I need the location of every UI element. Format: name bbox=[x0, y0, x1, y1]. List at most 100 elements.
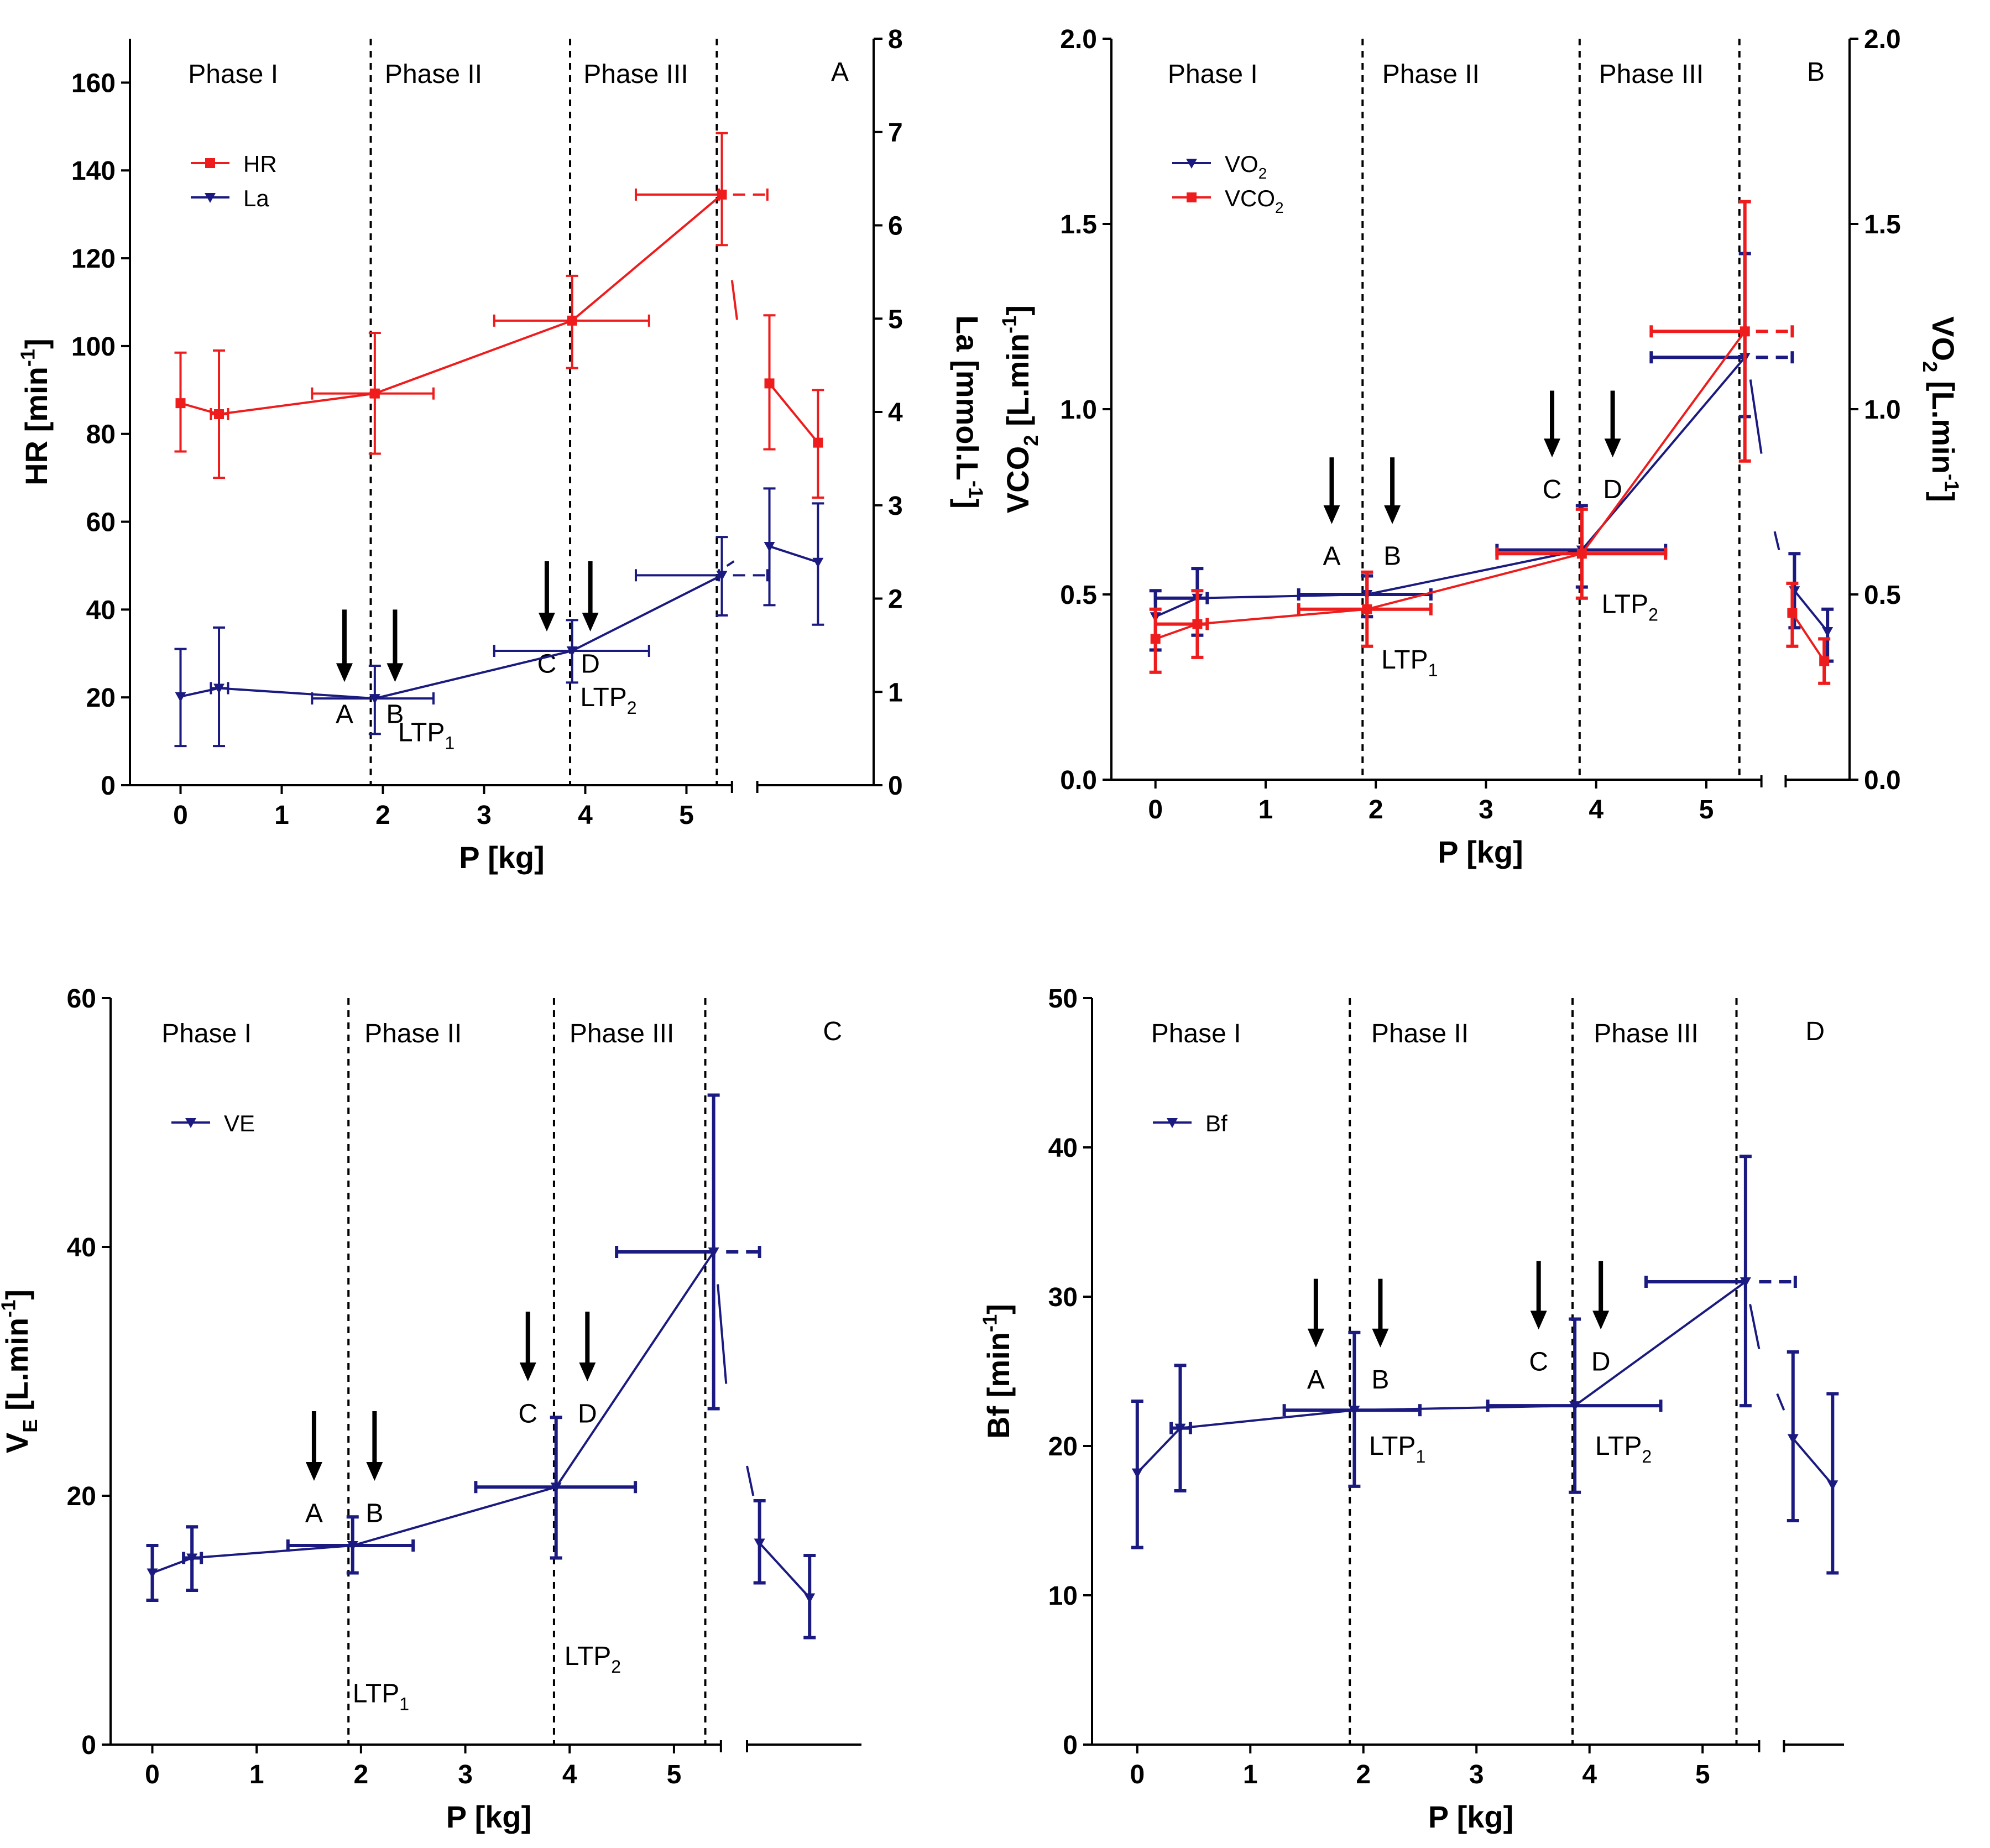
y-tick-label: 60 bbox=[67, 984, 96, 1014]
data-point bbox=[1150, 634, 1161, 644]
arrow-letter-a: A bbox=[1307, 1365, 1325, 1395]
data-point bbox=[754, 1538, 765, 1549]
data-point bbox=[708, 1247, 719, 1257]
series-line-after-break bbox=[769, 545, 818, 563]
data-point bbox=[1740, 326, 1750, 337]
arrow-letter-d: D bbox=[1603, 475, 1622, 504]
y-tick-label: 60 bbox=[86, 508, 116, 537]
ltp-label: LTP1 bbox=[398, 718, 455, 753]
ltp-label: LTP2 bbox=[565, 1642, 621, 1677]
x-tick-label: 3 bbox=[1479, 795, 1493, 824]
arrow-b-head bbox=[1384, 505, 1401, 524]
data-point bbox=[1822, 627, 1834, 637]
panel-label: D bbox=[1805, 1017, 1825, 1046]
series-line bbox=[152, 1251, 715, 1574]
arrow-c-head bbox=[1544, 438, 1561, 458]
break-stub bbox=[730, 280, 738, 320]
y2-tick-label: 4 bbox=[888, 398, 903, 427]
data-point bbox=[1569, 1401, 1581, 1412]
y-tick-label: 0.5 bbox=[1060, 581, 1097, 610]
chart-panel-c: 0 20 40 60 0 1 2 3 4 5 P [kg] VE [L.min-1] Phase I Ph… bbox=[0, 984, 861, 1834]
y-tick-label: 40 bbox=[67, 1233, 96, 1262]
data-point bbox=[1576, 549, 1587, 559]
y-axis-title: VE [L.min-1] bbox=[0, 1290, 41, 1453]
legend-label: VCO2 bbox=[1225, 185, 1284, 216]
series-line bbox=[1136, 1281, 1747, 1474]
x-tick-label: 3 bbox=[458, 1760, 473, 1789]
x-tick-label: 1 bbox=[274, 801, 289, 830]
y2-tick-label: 2 bbox=[888, 585, 903, 614]
break-stub bbox=[717, 1284, 728, 1384]
arrow-letter-d: D bbox=[1591, 1348, 1611, 1377]
legend-label: La bbox=[243, 185, 269, 211]
arrow-letter-c: C bbox=[518, 1399, 537, 1428]
data-point bbox=[1827, 1480, 1838, 1491]
y-tick-label: 0 bbox=[101, 771, 116, 801]
panel-label: A bbox=[831, 58, 849, 87]
y-tick-label: 2.0 bbox=[1060, 25, 1097, 54]
phase-label: Phase I bbox=[188, 60, 278, 89]
arrow-a-head bbox=[1307, 1328, 1324, 1348]
series-line-after-break bbox=[1792, 1438, 1834, 1486]
ltp-label: LTP1 bbox=[1381, 645, 1438, 680]
phase-label: Phase II bbox=[1371, 1019, 1469, 1048]
x-axis-title: P [kg] bbox=[1438, 834, 1523, 869]
y-tick-label: 160 bbox=[71, 69, 116, 98]
legend-marker bbox=[1186, 159, 1197, 169]
x-tick-label: 0 bbox=[1130, 1760, 1145, 1789]
phase-label: Phase I bbox=[1151, 1019, 1241, 1048]
panel-label: C bbox=[823, 1017, 842, 1046]
data-point bbox=[1740, 1277, 1751, 1287]
y2-axis-title: VO2 [L.min-1] bbox=[1919, 316, 1963, 502]
arrow-letter-b: B bbox=[1371, 1365, 1389, 1395]
series-bf bbox=[1131, 1155, 1839, 1575]
arrow-a-head bbox=[305, 1462, 322, 1481]
phase-label: Phase III bbox=[570, 1019, 674, 1048]
series-line-after-break bbox=[768, 383, 819, 443]
y-axis-title: VCO2 [L.min-1] bbox=[998, 305, 1042, 513]
y-tick-label: 20 bbox=[86, 683, 116, 713]
chart-panel-b: 0.0 0.5 1.0 1.5 2.0 0.0 0.5 1.0 1.5 2.0 0 1 2 3 4 5 P [k… bbox=[998, 25, 1963, 869]
panel-label: B bbox=[1807, 58, 1825, 87]
y-tick-label: 100 bbox=[71, 332, 116, 362]
data-point bbox=[214, 409, 224, 419]
legend-marker bbox=[1167, 1118, 1178, 1128]
series-line bbox=[180, 574, 723, 700]
data-point bbox=[764, 378, 775, 389]
x-tick-label: 4 bbox=[578, 801, 593, 830]
arrow-letter-b: B bbox=[386, 700, 404, 729]
x-tick-label: 1 bbox=[1258, 795, 1273, 824]
break-stub bbox=[1749, 379, 1763, 454]
series-vco2 bbox=[1149, 200, 1831, 685]
y-axis-title: Bf [min-1] bbox=[979, 1304, 1016, 1439]
series-line bbox=[1155, 356, 1746, 618]
arrow-letter-a: A bbox=[336, 700, 353, 729]
data-point bbox=[147, 1568, 158, 1579]
data-point bbox=[186, 1553, 198, 1564]
y-tick-label: 20 bbox=[67, 1482, 96, 1511]
phase-label: Phase III bbox=[1599, 60, 1704, 89]
y-tick-label: 0 bbox=[81, 1731, 96, 1760]
data-point bbox=[1131, 1468, 1143, 1479]
y-tick-label: 1.5 bbox=[1060, 210, 1097, 239]
legend-marker bbox=[1187, 192, 1197, 202]
data-point bbox=[369, 694, 380, 704]
data-point bbox=[1192, 619, 1203, 629]
x-tick-label: 5 bbox=[1699, 795, 1714, 824]
y-tick-label: 50 bbox=[1048, 984, 1078, 1014]
phase-label: Phase I bbox=[161, 1019, 252, 1048]
phase-label: Phase III bbox=[1594, 1019, 1698, 1048]
y2-tick-label: 5 bbox=[888, 305, 903, 334]
y-tick-label: 1.0 bbox=[1060, 395, 1097, 425]
series-la bbox=[174, 487, 824, 748]
arrow-letter-d: D bbox=[581, 649, 600, 678]
phase-label: Phase III bbox=[583, 60, 688, 89]
series-line bbox=[1155, 331, 1746, 640]
arrow-b-head bbox=[366, 1462, 383, 1481]
arrow-letter-d: D bbox=[578, 1399, 597, 1428]
x-tick-label: 4 bbox=[1582, 1760, 1597, 1789]
data-point bbox=[716, 571, 728, 581]
series-ve bbox=[146, 1093, 816, 1640]
break-stub bbox=[746, 1465, 755, 1496]
y-tick-label: 30 bbox=[1048, 1283, 1078, 1312]
